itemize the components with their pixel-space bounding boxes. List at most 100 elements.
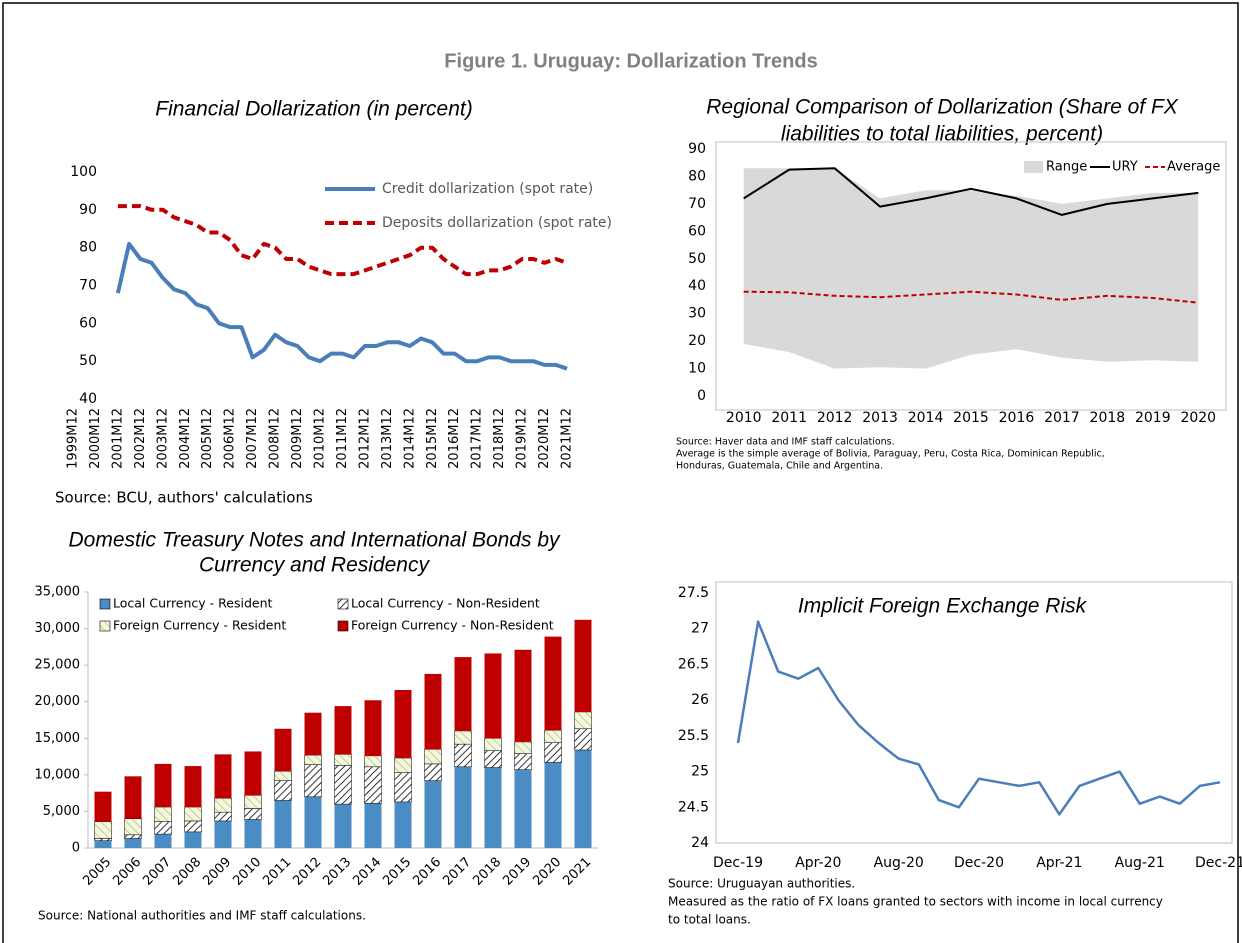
source-note: to total loans. xyxy=(668,913,751,927)
bar-segment xyxy=(484,738,502,751)
y-tick-label: 60 xyxy=(688,223,706,239)
y-tick-label: 10 xyxy=(688,361,706,377)
bar-segment xyxy=(124,818,142,836)
bar-segment xyxy=(454,766,472,848)
y-tick-label: 40 xyxy=(688,278,706,294)
x-tick-label: 2006M12 xyxy=(223,408,238,469)
legend-label: Deposits dollarization (spot rate) xyxy=(382,215,612,231)
y-tick-label: 0 xyxy=(697,388,706,404)
x-tick-label: 2010 xyxy=(230,855,264,889)
bar-segment xyxy=(124,834,142,839)
y-tick-label: 24 xyxy=(691,835,709,851)
y-tick-label: 60 xyxy=(79,315,97,331)
y-tick-label: 80 xyxy=(79,240,97,256)
bar-segment xyxy=(544,762,562,848)
bar-segment xyxy=(274,770,292,781)
x-tick-label: 2016 xyxy=(999,410,1035,426)
y-tick-label: 20,000 xyxy=(35,694,81,709)
x-tick-label: 2020 xyxy=(530,855,564,889)
bar-segment xyxy=(424,780,442,848)
bar-segment xyxy=(214,820,232,848)
bar-segment xyxy=(454,743,472,768)
y-tick-label: 50 xyxy=(688,251,706,267)
x-tick-label: 2011 xyxy=(771,410,807,426)
bar-segment xyxy=(154,821,172,835)
bar-segment xyxy=(154,834,172,848)
source-note: Source: Haver data and IMF staff calcula… xyxy=(676,437,895,448)
x-tick-label: 2002M12 xyxy=(133,408,148,469)
y-tick-label: 27.5 xyxy=(678,585,709,601)
x-tick-label: 2013M12 xyxy=(380,408,395,469)
y-tick-label: 100 xyxy=(70,164,97,180)
x-tick-label: 2011M12 xyxy=(335,408,350,469)
plot-frame xyxy=(715,581,1233,844)
x-tick-label: Apr-21 xyxy=(1036,855,1082,871)
y-tick-label: 35,000 xyxy=(35,585,81,600)
y-tick-label: 25 xyxy=(691,764,709,780)
bar-segment xyxy=(514,649,532,742)
bar-segment xyxy=(394,801,412,848)
line xyxy=(736,620,1221,816)
y-tick-label: 27 xyxy=(691,621,709,637)
y-tick-label: 24.5 xyxy=(678,799,709,815)
line xyxy=(117,204,568,277)
bar-segment xyxy=(394,690,412,759)
y-tick-label: 25,000 xyxy=(35,658,81,673)
x-tick-label: 2010 xyxy=(726,410,762,426)
y-tick-label: 0 xyxy=(72,841,80,856)
legend-swatch xyxy=(337,620,349,632)
bar-segment xyxy=(274,728,292,772)
x-tick-label: 2021M12 xyxy=(560,408,575,469)
y-tick-label: 50 xyxy=(79,353,97,369)
y-tick-label: 90 xyxy=(688,141,706,157)
bar-segment xyxy=(544,636,562,731)
bar-segment xyxy=(424,763,442,781)
bar-segment xyxy=(484,767,502,848)
bar-segment xyxy=(574,749,592,848)
bar-segment xyxy=(364,766,382,804)
bar-segment xyxy=(124,838,142,848)
legend-label: Credit dollarization (spot rate) xyxy=(382,181,593,197)
x-tick-label: 2009M12 xyxy=(290,408,305,469)
bar-segment xyxy=(244,751,262,796)
x-tick-label: 2017M12 xyxy=(470,408,485,469)
x-tick-label: Dec-21 xyxy=(1195,855,1242,871)
x-tick-label: 2004M12 xyxy=(178,408,193,469)
bar-segment xyxy=(184,831,202,848)
bar-segment xyxy=(214,798,232,813)
x-tick-label: 2008 xyxy=(170,855,204,889)
x-tick-label: 2011 xyxy=(260,855,294,889)
x-tick-label: 2007M12 xyxy=(245,408,260,469)
chart-title: Regional Comparison of Dollarization (Sh… xyxy=(706,96,1179,119)
x-tick-label: Dec-19 xyxy=(713,855,763,871)
bar-segment xyxy=(274,780,292,801)
bar-segment xyxy=(94,791,112,822)
x-tick-label: Aug-21 xyxy=(1115,855,1165,871)
x-tick-label: 2000M12 xyxy=(88,408,103,469)
source-note: Source: National authorities and IMF sta… xyxy=(38,909,366,923)
bar-segment xyxy=(454,730,472,745)
source-note: Source: Uruguayan authorities. xyxy=(668,877,855,891)
x-tick-label: Apr-20 xyxy=(795,855,841,871)
legend-label: Local Currency - Resident xyxy=(113,596,272,611)
x-tick-label: 2009 xyxy=(200,855,234,889)
y-tick-label: 26.5 xyxy=(678,656,709,672)
bar-segment xyxy=(514,753,532,770)
bar-segment xyxy=(244,808,262,820)
y-tick-label: 30,000 xyxy=(35,621,81,636)
legend-label: Range xyxy=(1046,160,1087,175)
x-tick-label: 2016M12 xyxy=(447,408,462,469)
bar-segment xyxy=(574,711,592,730)
y-tick-label: 10,000 xyxy=(35,767,81,782)
source-note: Measured as the ratio of FX loans grante… xyxy=(668,895,1163,909)
chart-title: liabilities to total liabilities, percen… xyxy=(781,123,1103,146)
chart-title: Domestic Treasury Notes and Internationa… xyxy=(68,529,561,552)
bar-segment xyxy=(214,754,232,799)
bar-segment xyxy=(454,657,472,731)
bar-segment xyxy=(154,806,172,822)
bar-segment xyxy=(364,803,382,848)
bar-segment xyxy=(124,776,142,819)
x-tick-label: 2019 xyxy=(500,855,534,889)
bar-segment xyxy=(484,653,502,739)
bar-segment xyxy=(334,765,352,805)
